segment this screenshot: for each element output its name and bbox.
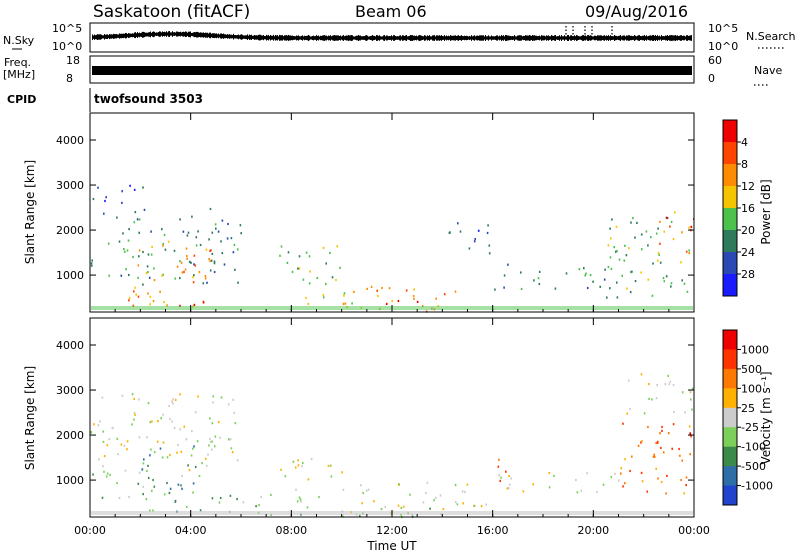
colorbar-tick-label: 16 — [741, 202, 755, 215]
power-x-ticks — [89, 113, 695, 312]
data-region — [498, 471, 620, 494]
power-colorbar-label: Power [dB] — [759, 179, 773, 244]
data-region — [656, 432, 692, 451]
cpid-panel: CPID twofsound 3503 — [7, 88, 203, 112]
data-region — [448, 222, 491, 255]
beam-title: Beam 06 — [355, 2, 427, 21]
nave-tick-top: 60 — [708, 54, 722, 67]
y-tick-label: 2000 — [56, 224, 84, 237]
colorbar-tick-label: 1000 — [741, 343, 769, 356]
x-tick-label: 12:00 — [376, 524, 408, 537]
nsky-trace — [92, 26, 692, 41]
nsky-frame — [89, 22, 695, 53]
data-region — [92, 468, 153, 501]
power-panel: 1000 2000 3000 4000 Slant Range [km] 4 8 12 16… — [23, 112, 773, 313]
colorbar-tick-label: -25 — [741, 421, 759, 434]
freq-trace — [92, 66, 692, 75]
x-tick-label: 16:00 — [477, 524, 509, 537]
data-region — [179, 301, 205, 307]
colorbar-tick-label: 12 — [741, 180, 755, 193]
data-region — [280, 458, 343, 491]
power-scatter — [90, 184, 695, 313]
nsky-label: N.Sky — [3, 34, 35, 47]
velocity-y-ticks: 1000 2000 3000 4000 — [56, 339, 694, 487]
data-region — [90, 393, 239, 477]
colorbar-tick-label: -1000 — [741, 480, 773, 493]
x-tick-label: 04:00 — [175, 524, 207, 537]
data-region — [606, 211, 690, 299]
nsky-panel: N.Sky 10^5 10^0 10^5 10^0 N.Search — [3, 22, 796, 53]
data-region — [90, 207, 242, 286]
power-y-ticks: 1000 2000 3000 4000 — [56, 134, 694, 282]
colorbar-tick-label: 28 — [741, 268, 755, 281]
y-tick-label: 2000 — [56, 429, 84, 442]
power-colorbar: 4 8 12 16 20 24 28 — [722, 119, 755, 297]
nsearch-tick-bottom: 10^0 — [708, 40, 738, 53]
velocity-x-ticks: 00:00 04:00 08:00 12:00 16:00 20:00 00:00 — [74, 318, 710, 537]
data-region — [305, 282, 355, 309]
x-tick-label: 20:00 — [577, 524, 609, 537]
freq-label-line2: [MHz] — [3, 68, 35, 81]
velocity-colorbar: 1000 500 100 25 -25 -100 -500 -1000 — [722, 329, 773, 506]
colorbar-tick-label: -500 — [741, 460, 766, 473]
data-region — [128, 240, 212, 308]
velocity-colorbar-label: Velocity [m s⁻¹] — [759, 371, 773, 464]
nave-tick-bottom: 0 — [708, 72, 715, 85]
data-region — [626, 373, 694, 415]
colorbar-tick-label: 4 — [741, 136, 748, 149]
power-y-label: Slant Range [km] — [23, 160, 37, 264]
y-tick-label: 1000 — [56, 474, 84, 487]
nsearch-label: N.Search — [746, 30, 796, 43]
data-region — [385, 299, 419, 305]
x-axis-label: Time UT — [366, 539, 417, 553]
nsky-tick-top: 10^5 — [52, 22, 82, 35]
velocity-panel: 1000 2000 3000 4000 00:00 04:00 08:00 12:00 16:… — [23, 317, 773, 553]
data-region — [494, 263, 613, 291]
colorbar-tick-label: 20 — [741, 224, 755, 237]
data-region — [279, 245, 341, 285]
velocity-frame — [89, 317, 695, 518]
freq-tick-top: 18 — [66, 54, 80, 67]
y-tick-label: 1000 — [56, 269, 84, 282]
cpid-label: CPID — [7, 93, 36, 106]
velocity-y-label: Slant Range [km] — [23, 366, 37, 470]
x-tick-label: 08:00 — [275, 524, 307, 537]
colorbar-tick-label: 500 — [741, 363, 762, 376]
y-tick-label: 4000 — [56, 339, 84, 352]
colorbar-tick-label: 100 — [741, 382, 762, 395]
freq-label-line1: Freq. — [4, 56, 31, 69]
data-region — [659, 216, 695, 255]
y-tick-label: 4000 — [56, 134, 84, 147]
x-tick-label: 00:00 — [678, 524, 710, 537]
data-region — [497, 458, 507, 482]
x-tick-label: 00:00 — [74, 524, 106, 537]
y-tick-label: 3000 — [56, 179, 84, 192]
nsearch-tick-top: 10^5 — [708, 22, 738, 35]
power-frame — [89, 112, 695, 313]
nave-label: Nave — [754, 64, 782, 77]
data-region — [92, 184, 144, 204]
velocity-scatter — [90, 373, 694, 519]
colorbar-tick-label: 25 — [741, 402, 755, 415]
nsky-tick-bottom: 10^0 — [52, 40, 82, 53]
freq-panel: Freq. [MHz] 18 8 60 0 Nave — [3, 54, 782, 86]
date-title: 09/Aug/2016 — [585, 2, 688, 21]
y-tick-label: 3000 — [56, 384, 84, 397]
colorbar-tick-label: 24 — [741, 246, 755, 259]
cpid-value: twofsound 3503 — [94, 92, 203, 106]
freq-frame — [89, 55, 695, 84]
data-region — [141, 445, 203, 513]
station-title: Saskatoon (fitACF) — [93, 2, 250, 22]
freq-tick-bottom: 8 — [66, 72, 73, 85]
colorbar-tick-label: -100 — [741, 441, 766, 454]
colorbar-tick-label: 8 — [741, 158, 748, 171]
data-region — [620, 422, 691, 495]
